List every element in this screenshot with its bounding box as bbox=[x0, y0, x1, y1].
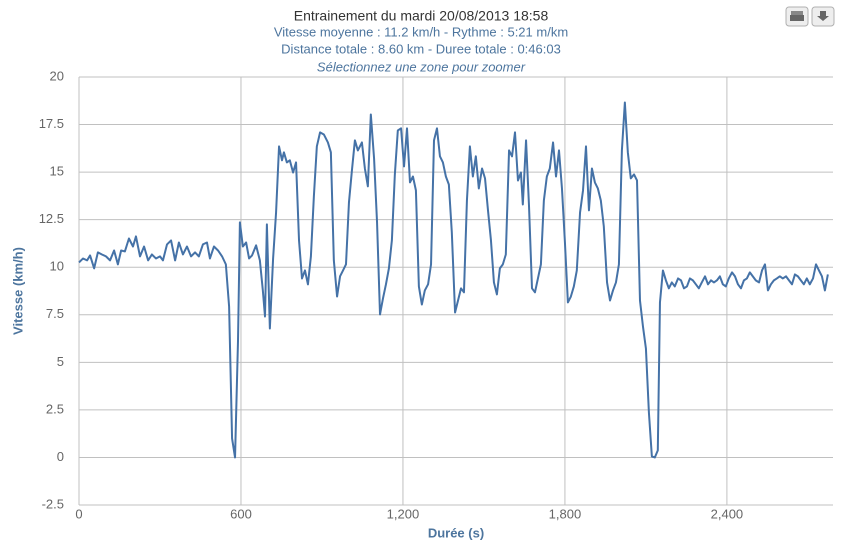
y-tick-label: 15 bbox=[50, 164, 64, 179]
y-tick-label: -2.5 bbox=[42, 496, 64, 511]
y-tick-label: 5 bbox=[57, 354, 64, 369]
x-tick-label: 1,200 bbox=[387, 506, 420, 521]
x-tick-label: 2,400 bbox=[711, 506, 744, 521]
x-axis-label: Durée (s) bbox=[428, 525, 484, 540]
chart-subtitle: Distance totale : 8.60 km - Duree totale… bbox=[281, 41, 561, 56]
zoom-hint: Sélectionnez une zone pour zoomer bbox=[317, 59, 526, 74]
chart-title: Entrainement du mardi 20/08/2013 18:58 bbox=[294, 8, 549, 24]
y-axis-label: Vitesse (km/h) bbox=[10, 247, 25, 335]
y-tick-label: 10 bbox=[50, 259, 64, 274]
y-tick-label: 20 bbox=[50, 68, 64, 83]
x-tick-label: 0 bbox=[75, 506, 82, 521]
x-tick-label: 1,800 bbox=[549, 506, 582, 521]
y-tick-label: 12.5 bbox=[39, 211, 64, 226]
y-tick-label: 17.5 bbox=[39, 116, 64, 131]
data-line bbox=[78, 101, 829, 459]
x-tick-label: 600 bbox=[230, 506, 252, 521]
chart-subtitle: Vitesse moyenne : 11.2 km/h - Rythme : 5… bbox=[274, 24, 568, 39]
y-tick-label: 2.5 bbox=[46, 401, 64, 416]
y-tick-label: 0 bbox=[57, 449, 64, 464]
y-tick-label: 7.5 bbox=[46, 306, 64, 321]
export-button[interactable] bbox=[811, 6, 835, 27]
print-button[interactable] bbox=[785, 6, 809, 27]
